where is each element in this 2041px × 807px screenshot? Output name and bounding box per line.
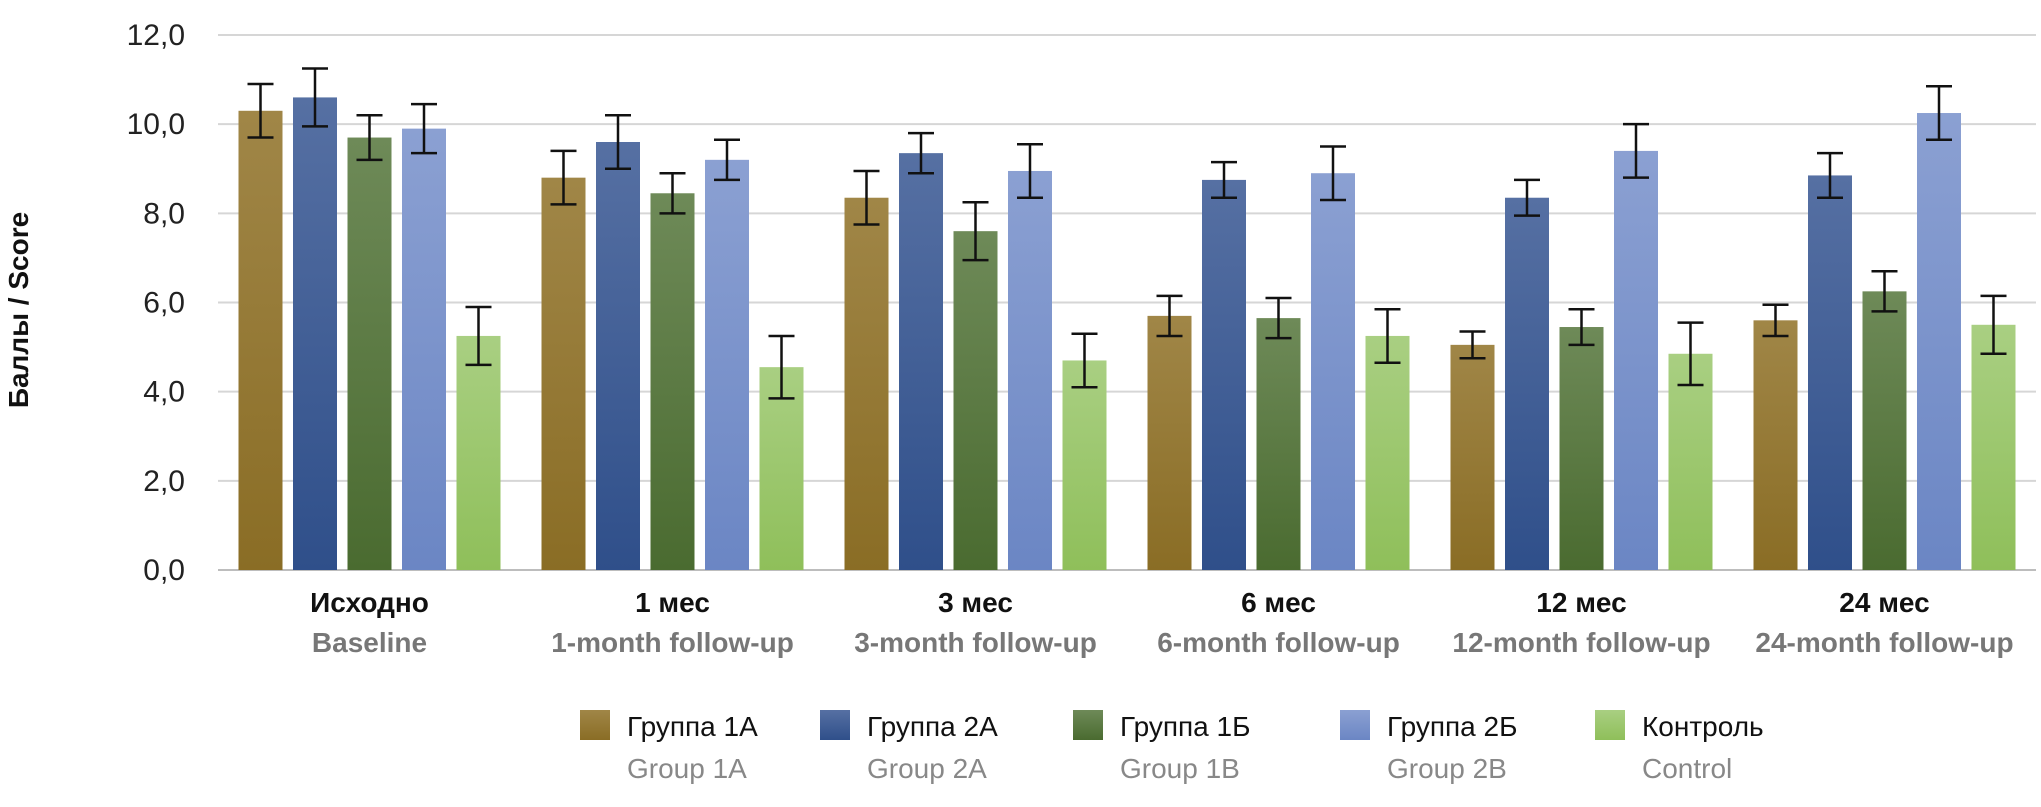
legend-swatch xyxy=(580,710,610,740)
legend-swatch xyxy=(1073,710,1103,740)
y-tick-label: 2,0 xyxy=(143,465,185,498)
bar xyxy=(1311,173,1355,571)
bar xyxy=(1147,315,1192,570)
x-category-label: 6 мес xyxy=(1241,587,1316,618)
legend-sublabel: Group 2B xyxy=(1387,753,1507,784)
bar xyxy=(899,153,943,571)
legend-swatch xyxy=(820,710,850,740)
y-axis-label: Баллы / Score xyxy=(3,212,34,408)
bar xyxy=(347,137,392,570)
bar xyxy=(759,367,804,570)
x-category-label: 24 мес xyxy=(1839,587,1929,618)
bar xyxy=(1559,327,1604,570)
bar xyxy=(1668,353,1713,570)
legend-sublabel: Group 2A xyxy=(867,753,987,784)
grid-lines xyxy=(218,34,2036,571)
y-tick-label: 10,0 xyxy=(127,108,185,141)
legend-swatch xyxy=(1340,710,1370,740)
bar xyxy=(1450,344,1495,570)
bar xyxy=(1062,360,1107,570)
bar xyxy=(293,97,337,571)
bar xyxy=(705,159,749,571)
bar xyxy=(844,197,889,570)
bar xyxy=(1753,320,1798,570)
x-category-sublabel: 3-month follow-up xyxy=(854,627,1097,658)
bar xyxy=(1365,335,1410,570)
bar xyxy=(596,142,640,570)
y-tick-label: 0,0 xyxy=(143,554,185,587)
y-tick-label: 4,0 xyxy=(143,376,185,409)
bar xyxy=(1614,150,1658,570)
legend: Группа 1А Group 1A Группа 2А Group 2A Группа… xyxy=(580,710,1764,784)
x-category-label: 1 мес xyxy=(635,587,710,618)
legend-label: Группа 2Б xyxy=(1387,711,1517,742)
bar xyxy=(402,128,446,570)
y-tick-label: 8,0 xyxy=(143,197,185,230)
bar xyxy=(1202,179,1246,571)
x-category-label: 3 мес xyxy=(938,587,1013,618)
legend-swatch xyxy=(1595,710,1625,740)
y-tick-label: 6,0 xyxy=(143,287,185,320)
error-bars xyxy=(247,67,2007,400)
x-category-label: Исходно xyxy=(310,587,429,618)
x-category-sublabel: 12-month follow-up xyxy=(1452,627,1710,658)
x-category-sublabel: 1-month follow-up xyxy=(551,627,794,658)
bar xyxy=(1862,291,1907,570)
legend-label: Группа 2А xyxy=(867,711,998,742)
x-category-label: 12 мес xyxy=(1536,587,1626,618)
bars xyxy=(238,97,2016,571)
legend-label: Контроль xyxy=(1642,711,1764,742)
bar xyxy=(1256,318,1301,570)
bar xyxy=(1505,197,1549,570)
legend-sublabel: Control xyxy=(1642,753,1732,784)
legend-label: Группа 1А xyxy=(627,711,758,742)
bar xyxy=(541,177,586,570)
y-axis-ticks: 0,0 2,0 4,0 6,0 8,0 10,0 12,0 xyxy=(127,19,185,587)
legend-label: Группа 1Б xyxy=(1120,711,1250,742)
x-category-sublabel: Baseline xyxy=(312,627,427,658)
bar xyxy=(456,335,501,570)
x-axis-categories: Исходно Baseline 1 мес 1-month follow-up 3 м… xyxy=(310,587,2013,658)
bar xyxy=(1917,113,1961,570)
bar xyxy=(1971,324,2016,570)
y-tick-label: 12,0 xyxy=(127,19,185,52)
bar xyxy=(1008,170,1052,570)
bar xyxy=(953,231,998,570)
bar xyxy=(1808,175,1852,570)
bar xyxy=(650,193,695,571)
legend-sublabel: Group 1B xyxy=(1120,753,1240,784)
x-category-sublabel: 6-month follow-up xyxy=(1157,627,1400,658)
bar xyxy=(238,110,283,571)
x-category-sublabel: 24-month follow-up xyxy=(1755,627,2013,658)
legend-sublabel: Group 1A xyxy=(627,753,747,784)
